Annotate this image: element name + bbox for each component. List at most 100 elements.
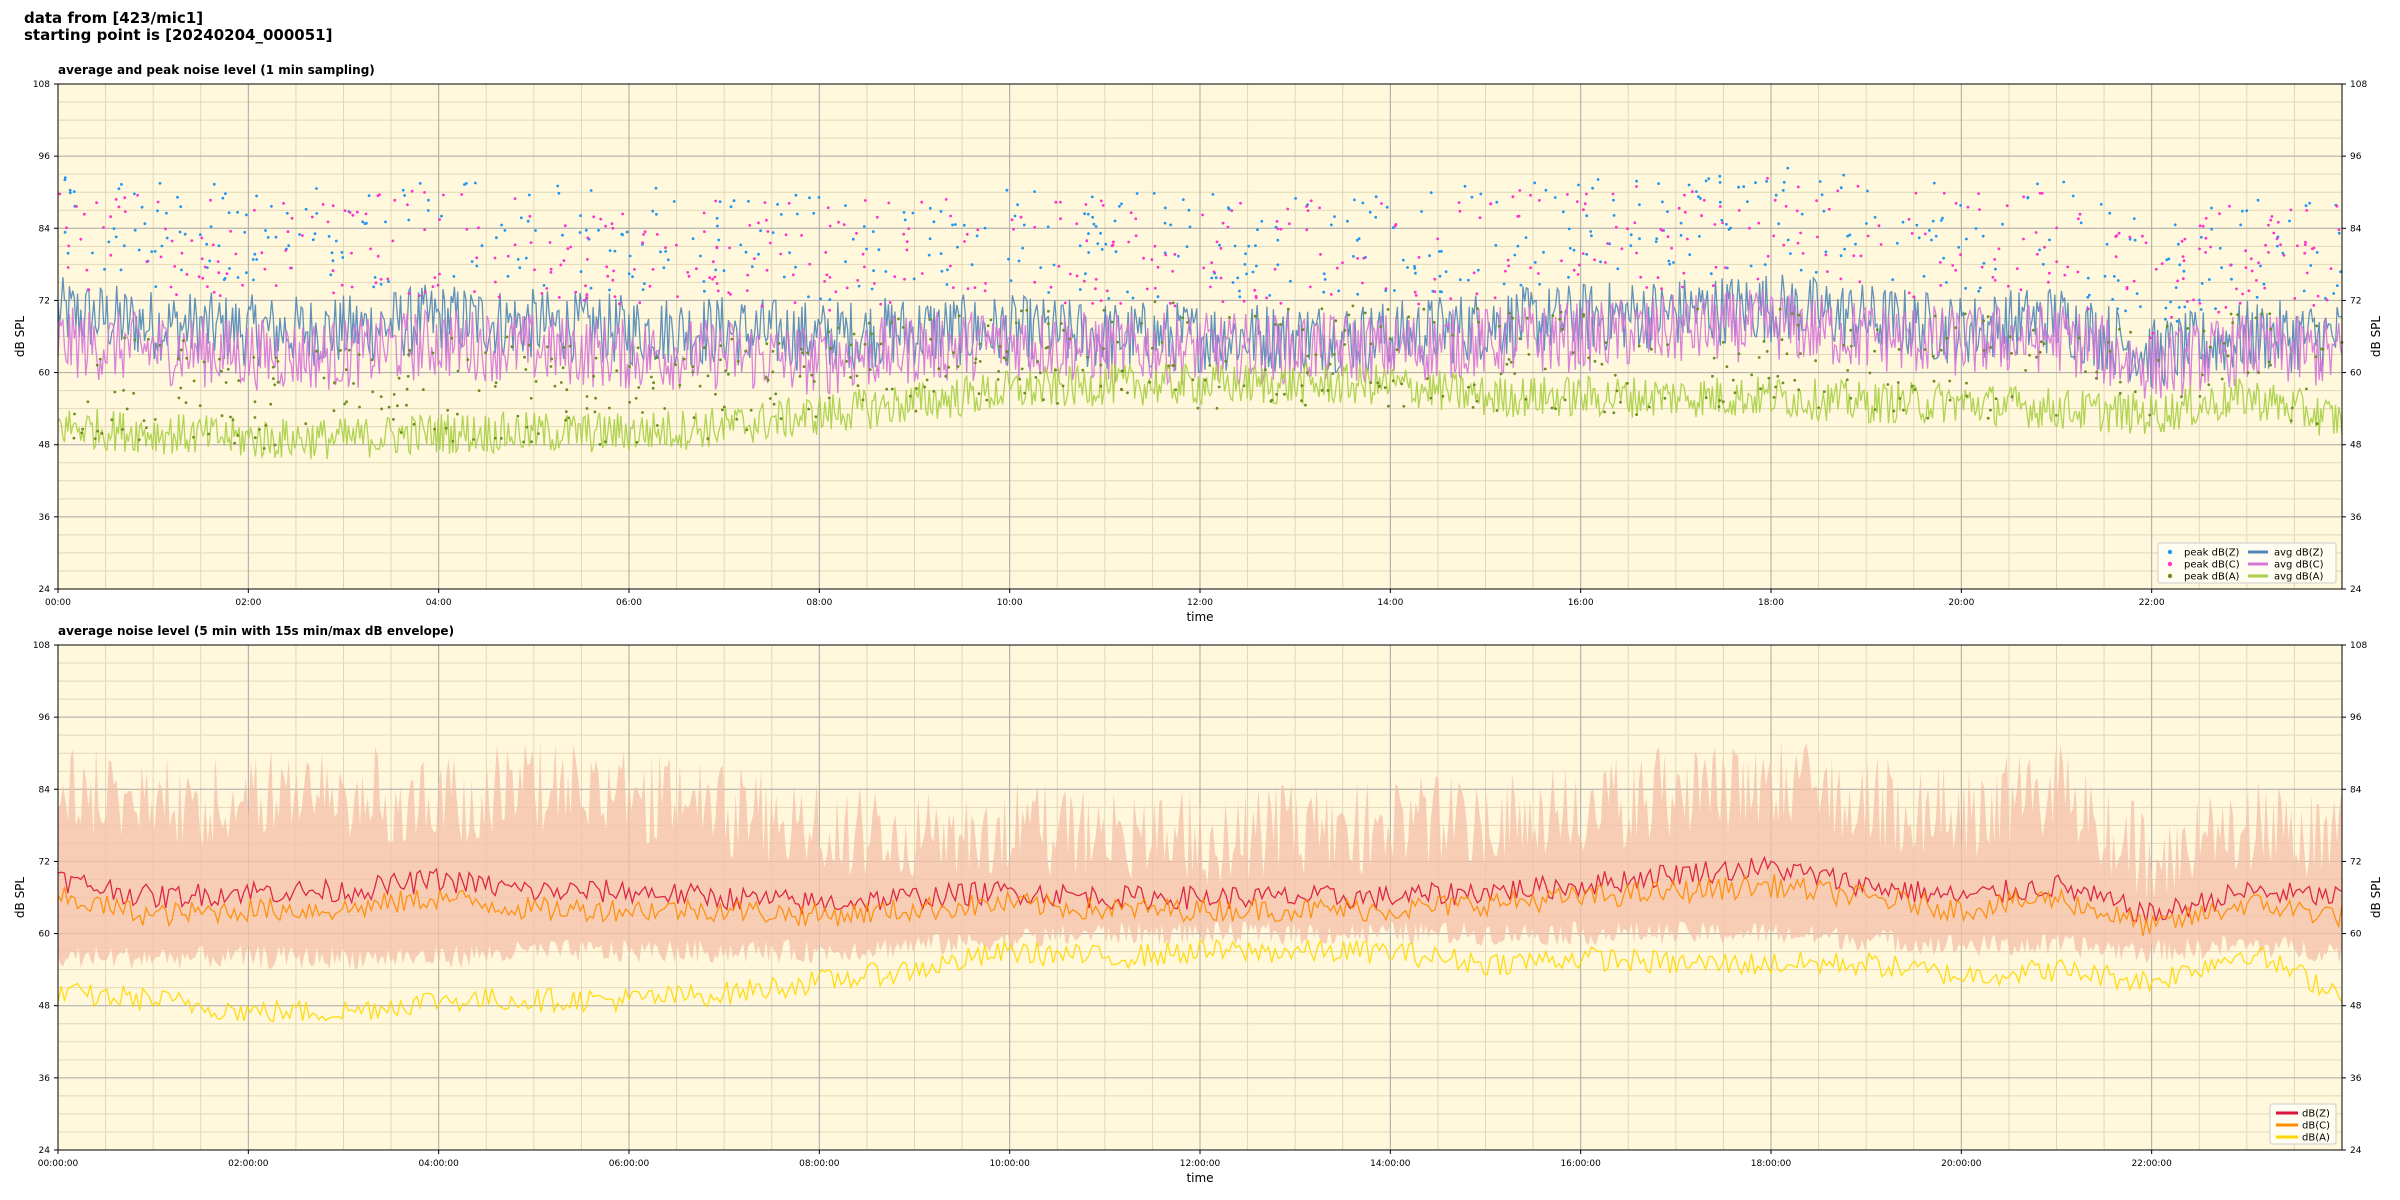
scatter-point [2290, 406, 2294, 410]
scatter-point [1873, 349, 1876, 353]
panel-title: average and peak noise level (1 min samp… [58, 63, 375, 77]
scatter-point [1343, 329, 1347, 332]
scatter-point [944, 198, 948, 201]
scatter-point [870, 287, 874, 291]
scatter-point [613, 249, 617, 253]
scatter-point [386, 277, 390, 281]
scatter-point [2324, 296, 2327, 300]
scatter-point [1458, 278, 1462, 282]
scatter-point [986, 324, 990, 328]
scatter-point [1615, 389, 1619, 393]
scatter-point [608, 406, 611, 410]
scatter-point [1233, 244, 1237, 248]
scatter-point [1713, 223, 1717, 226]
scatter-point [1320, 307, 1324, 311]
scatter-point [185, 273, 189, 276]
scatter-point [1264, 368, 1267, 372]
scatter-point [585, 407, 589, 410]
scatter-point [559, 263, 563, 267]
scatter-point [1086, 212, 1090, 216]
scatter-point [326, 220, 330, 224]
scatter-point [1247, 244, 1251, 248]
scatter-point [1687, 183, 1691, 187]
scatter-point [1524, 236, 1528, 240]
scatter-point [220, 369, 223, 373]
scatter-point [1688, 253, 1692, 256]
scatter-point [1238, 289, 1241, 293]
scatter-point [735, 417, 739, 421]
scatter-point [1274, 323, 1277, 326]
series-line-avg-db-z- [57, 274, 2343, 388]
scatter-point [1814, 270, 1818, 274]
scatter-point [1449, 297, 1453, 301]
scatter-point [1429, 396, 1433, 400]
scatter-point [1417, 256, 1421, 259]
scatter-point [1391, 379, 1395, 383]
scatter-point [662, 266, 666, 270]
scatter-point [1778, 307, 1782, 311]
scatter-point [2118, 380, 2122, 384]
scatter-point [978, 342, 982, 346]
scatter-point [378, 193, 381, 197]
scatter-point [1551, 314, 1555, 318]
scatter-point [567, 416, 571, 420]
scatter-point [888, 301, 892, 304]
scatter-point [932, 389, 936, 393]
scatter-point [2262, 282, 2266, 286]
scatter-point [418, 182, 422, 185]
scatter-point [1827, 207, 1831, 211]
scatter-point [137, 248, 141, 252]
scatter-point [1495, 200, 1499, 204]
scatter-point [945, 283, 949, 286]
scatter-point [2305, 271, 2309, 275]
scatter-point [1173, 304, 1177, 308]
scatter-point [1105, 289, 1109, 293]
scatter-point [2255, 295, 2259, 299]
scatter-point [68, 191, 72, 195]
scatter-point [523, 355, 526, 359]
scatter-point [334, 239, 338, 243]
x-tick-label: 10:00 [997, 598, 1023, 608]
scatter-point [66, 266, 70, 269]
scatter-point [578, 231, 582, 234]
scatter-point [2269, 363, 2273, 367]
scatter-point [1033, 280, 1037, 284]
scatter-point [1134, 217, 1138, 221]
scatter-point [145, 260, 149, 263]
scatter-point [1577, 263, 1581, 267]
scatter-point [2309, 264, 2313, 267]
scatter-point [1068, 272, 1072, 276]
scatter-point [1774, 193, 1778, 197]
scatter-point [2186, 300, 2189, 303]
scatter-point [1113, 219, 1117, 223]
scatter-point [712, 260, 715, 264]
scatter-point [75, 205, 78, 208]
scatter-point [1698, 234, 1701, 238]
scatter-point [1877, 224, 1881, 228]
scatter-point [724, 369, 727, 373]
scatter-point [436, 283, 440, 287]
scatter-point [974, 357, 978, 361]
scatter-point [627, 272, 631, 276]
scatter-point [745, 428, 749, 432]
scatter-point [143, 222, 147, 226]
scatter-point [1978, 286, 1982, 290]
scatter-point [1731, 378, 1735, 382]
scatter-point [715, 216, 719, 220]
scatter-point [179, 386, 183, 390]
scatter-point [903, 218, 907, 222]
scatter-point [1856, 184, 1860, 188]
scatter-point [2133, 390, 2137, 394]
scatter-point [160, 244, 164, 248]
scatter-point [500, 437, 503, 440]
scatter-point [1796, 185, 1800, 189]
scatter-point [1305, 228, 1309, 232]
scatter-point [493, 256, 497, 260]
scatter-point [332, 291, 335, 295]
scatter-point [392, 418, 395, 421]
scatter-point [1582, 313, 1585, 316]
scatter-point [1994, 267, 1997, 271]
scatter-point [107, 240, 111, 244]
scatter-point [450, 336, 454, 340]
scatter-point [1679, 221, 1683, 225]
